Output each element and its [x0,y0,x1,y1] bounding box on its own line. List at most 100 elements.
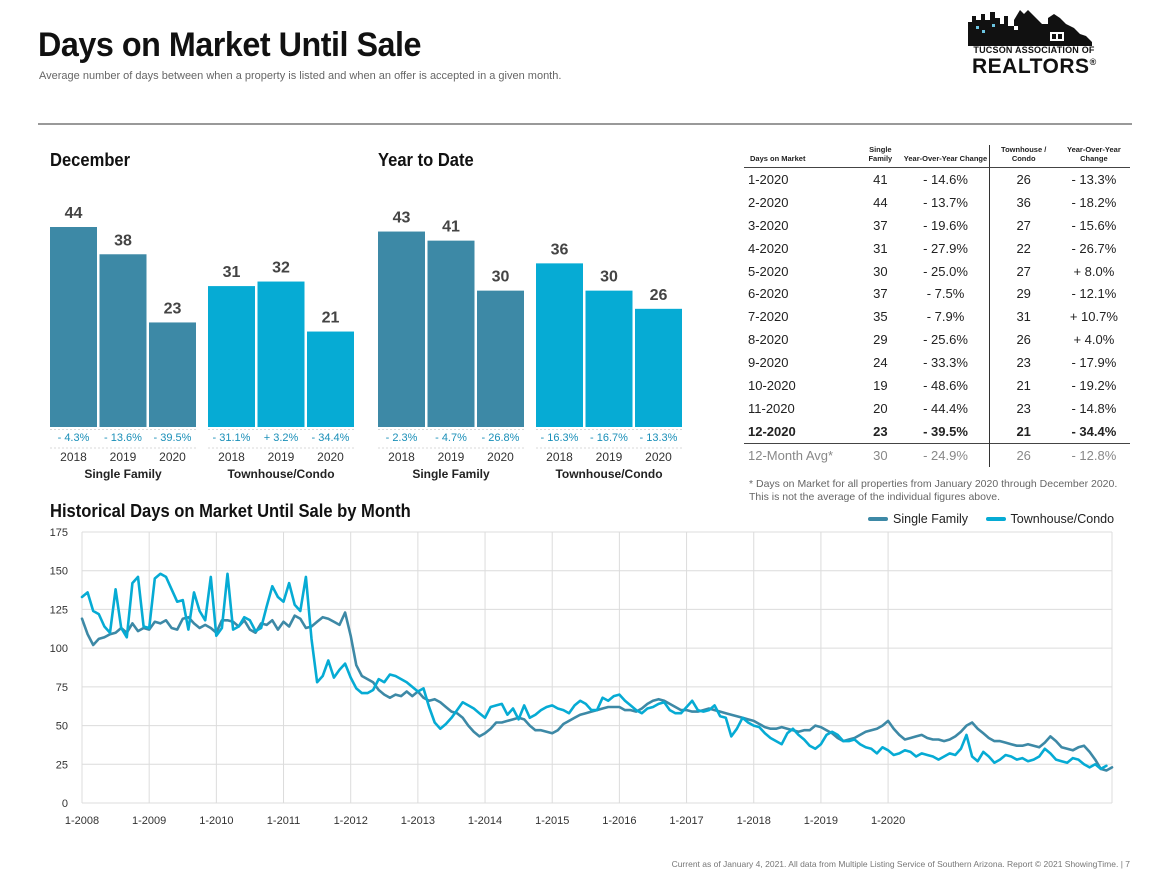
group-label: Townhouse/Condo [555,467,662,481]
group-label: Townhouse/Condo [227,467,334,481]
x-tick-label: 1-2011 [267,815,300,827]
table-cell: 27 [1016,263,1031,279]
bar-value-label: 30 [492,269,510,286]
table-cell: 6-2020 [748,286,789,302]
table-cell: 44 [873,194,888,210]
ytd-bar-chart: 43 - 2.3% 2018 41 - 4.7% 2019 30 - 26.8% 2020 Sin… [378,210,682,481]
logo-name: REALTORS [972,55,1090,78]
table-header: Days on Market [744,145,859,168]
change-label: - 39.5% [154,432,192,444]
page-footer: Current as of January 4, 2021. All data … [671,859,1130,869]
chart-legend: Single Family Townhouse/Condo [868,510,1128,526]
series-line-townhouse [80,572,1108,771]
table-cell: 8-2020 [748,332,789,348]
year-label: 2018 [546,450,573,464]
table-header: Single Family [858,145,903,168]
table-cell: 26 [1016,332,1031,348]
year-label: 2020 [487,450,514,464]
table-cell: 41 [873,171,888,187]
bar [208,286,255,427]
table-cell: 30 [873,263,888,279]
table-cell: - 12.8% [1057,442,1130,467]
table-cell: 12-2020 [748,423,796,439]
table-cell: 12-Month Avg* [744,442,859,467]
x-tick-label: 1-2018 [737,815,771,827]
table-row: 11-2020 20 - 44.4% 23 - 14.8% [744,396,1130,420]
table-cell: 2-2020 [748,194,789,210]
series-line-single-family [80,611,1114,772]
table-cell: 27 [1016,217,1031,233]
table-cell: 19 [873,377,888,393]
table-cell: - 24.9% [902,442,990,467]
logo-line2: REALTORS® [972,55,1096,79]
logo-line1: TUCSON ASSOCIATION OF [973,45,1095,55]
table-header: Year-Over-Year Change [1057,145,1130,168]
table-header: Year-Over-Year Change [902,145,990,168]
table-cell: 29 [873,332,888,348]
y-tick-label: 0 [62,798,68,810]
table-cell: 22 [1016,240,1031,256]
table-cell: - 19.2% [1071,377,1117,393]
x-tick-label: 1-2015 [535,815,569,827]
table-row: 7-2020 35 - 7.9% 31 + 10.7% [744,305,1130,329]
table-cell: 10-2020 [748,377,796,393]
table-cell: 23 [873,423,888,439]
table-cell: - 14.6% [902,167,990,191]
table-row: 8-2020 29 - 25.6% 26 + 4.0% [744,328,1130,352]
table-row: 9-2020 24 - 33.3% 23 - 17.9% [744,351,1130,375]
change-label: - 2.3% [386,432,418,444]
y-tick-label: 50 [56,721,68,733]
table-footnote: * Days on Market for all properties from… [749,478,1118,503]
table-cell: 9-2020 [748,355,789,371]
group-label: Single Family [84,467,162,481]
year-label: 2019 [110,450,137,464]
table-row: 1-2020 41 - 14.6% 26 - 13.3% [744,167,1130,191]
table-row: 12-Month Avg* 30- 24.9% 26- 12.8% [744,442,1130,467]
realtors-logo [968,10,1092,46]
x-tick-label: 1-2013 [401,815,435,827]
table-cell: 26 [1016,171,1031,187]
x-tick-label: 1-2016 [602,815,636,827]
bar [378,231,425,427]
table-cell: 4-2020 [748,240,789,256]
x-tick-label: 1-2014 [468,815,502,827]
table-row: 6-2020 37 - 7.5% 29 - 12.1% [744,282,1130,306]
monthly-stats-table: Days on Market Single Family Year-Over-Y… [744,145,1130,467]
legend-item-single-family: Single Family [868,512,968,526]
page-subtitle: Average number of days between when a pr… [39,70,562,82]
year-label: 2020 [317,450,344,464]
table-cell: - 25.0% [902,259,990,283]
table-cell: - 33.3% [902,351,990,375]
bar-value-label: 31 [223,264,241,281]
table-cell: 26 [989,442,1058,467]
table-cell: 31 [1016,309,1031,325]
year-label: 2019 [596,450,623,464]
table-cell: 37 [873,286,888,302]
table-cell: - 17.9% [1071,355,1117,371]
table-cell: - 19.6% [902,213,990,237]
table-cell: 24 [873,355,888,371]
x-tick-label: 1-2009 [132,815,166,827]
bar [477,290,524,427]
table-cell: - 25.6% [902,328,990,352]
table-cell: 23 [1016,355,1031,371]
table-row: 12-2020 23 - 39.5% 21 - 34.4% [744,419,1130,444]
legend-label: Single Family [893,512,969,526]
historical-chart-title: Historical Days on Market Until Sale by … [50,501,411,521]
table-cell: - 7.9% [902,305,990,329]
bar [307,331,354,427]
x-tick-label: 1-2019 [804,815,838,827]
legend-label: Townhouse/Condo [1010,512,1115,526]
table-cell: 36 [1016,194,1031,210]
year-label: 2018 [218,450,245,464]
legend-swatch [868,517,888,521]
bar-value-label: 23 [164,300,182,317]
table-cell: + 8.0% [1073,263,1115,279]
bar [635,308,682,427]
bar-value-label: 36 [551,241,569,258]
table-cell: + 4.0% [1073,332,1115,348]
table-cell: 1-2020 [748,171,789,187]
table-row: 10-2020 19 - 48.6% 21 - 19.2% [744,374,1130,397]
change-label: - 26.8% [482,432,520,444]
change-label: - 4.7% [435,432,467,444]
